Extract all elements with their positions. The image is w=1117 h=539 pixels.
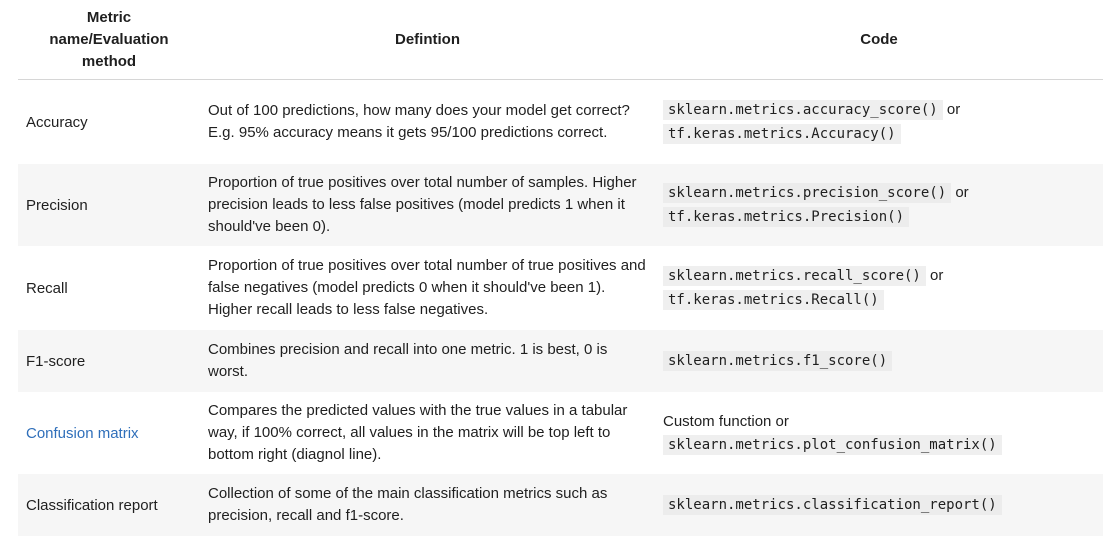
metric-name: F1-score <box>26 352 86 370</box>
header-definition: Defintion <box>395 30 460 48</box>
code-snippet: tf.keras.metrics.Accuracy() <box>663 124 901 144</box>
metric-code: sklearn.metrics.recall_score() or tf.ker… <box>655 264 1103 312</box>
metric-code: sklearn.metrics.classification_report() <box>655 493 1103 517</box>
metric-code: sklearn.metrics.f1_score() <box>655 349 1103 373</box>
code-snippet: sklearn.metrics.recall_score() <box>663 266 926 286</box>
metric-definition: Proportion of true positives over total … <box>208 174 637 235</box>
header-metric: Metric name/Evaluation method <box>49 8 169 70</box>
confusion-matrix-link[interactable]: Confusion matrix <box>26 424 139 442</box>
table-header: Metric name/Evaluation method Defintion … <box>18 0 1103 80</box>
metric-definition: Combines precision and recall into one m… <box>208 341 608 380</box>
metric-definition: Collection of some of the main classific… <box>208 485 608 524</box>
code-prefix-text: Custom function or <box>663 412 789 430</box>
metric-code: sklearn.metrics.precision_score() or tf.… <box>655 181 1103 229</box>
metric-definition: Out of 100 predictions, how many does yo… <box>208 102 630 141</box>
code-snippet: sklearn.metrics.plot_confusion_matrix() <box>663 434 1002 455</box>
table-row: Accuracy Out of 100 predictions, how man… <box>18 80 1103 164</box>
metric-name: Precision <box>26 196 88 214</box>
table-row: F1-score Combines precision and recall i… <box>18 330 1103 392</box>
table-row: Confusion matrix Compares the predicted … <box>18 392 1103 474</box>
metrics-table: Metric name/Evaluation method Defintion … <box>18 0 1103 536</box>
metric-code: sklearn.metrics.accuracy_score() or tf.k… <box>655 98 1103 146</box>
code-snippet: tf.keras.metrics.Precision() <box>663 207 910 227</box>
metric-code: Custom function or sklearn.metrics.plot_… <box>655 410 1103 457</box>
table-row: Recall Proportion of true positives over… <box>18 246 1103 330</box>
table-row: Precision Proportion of true positives o… <box>18 164 1103 246</box>
metric-name: Classification report <box>26 496 158 514</box>
metric-name: Accuracy <box>26 113 88 131</box>
metric-name: Recall <box>26 279 68 297</box>
code-snippet: tf.keras.metrics.Recall() <box>663 290 884 310</box>
code-snippet: sklearn.metrics.accuracy_score() <box>663 100 943 120</box>
header-code: Code <box>860 30 898 48</box>
code-snippet: sklearn.metrics.classification_report() <box>663 495 1002 515</box>
code-snippet: sklearn.metrics.f1_score() <box>663 351 893 371</box>
metric-definition: Compares the predicted values with the t… <box>208 402 628 463</box>
table-row: Classification report Collection of some… <box>18 474 1103 536</box>
or-text: or <box>925 267 944 284</box>
metric-definition: Proportion of true positives over total … <box>208 257 646 318</box>
or-text: or <box>942 101 961 118</box>
code-snippet: sklearn.metrics.precision_score() <box>663 183 952 203</box>
or-text: or <box>951 184 969 201</box>
